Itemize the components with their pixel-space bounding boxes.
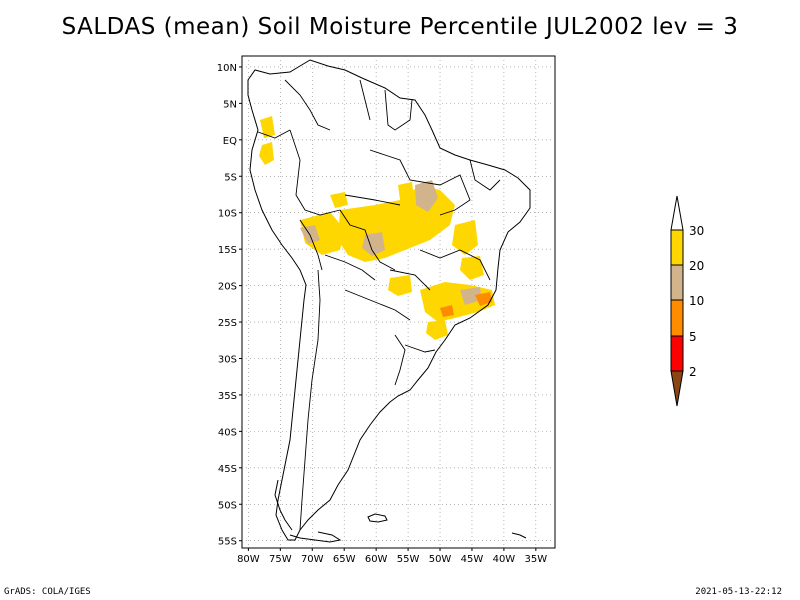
lat-label-EQ: EQ: [223, 136, 237, 147]
lat-label-35S: 35S: [218, 391, 237, 402]
border-argentina-uruguay: [394, 334, 406, 386]
lon-label-70W: 70W: [301, 554, 324, 565]
lat-label-30S: 30S: [218, 354, 237, 365]
shading-colombia: [260, 116, 275, 138]
map-frame: [241, 55, 556, 549]
lon-label-65W: 65W: [333, 554, 356, 565]
longitude-labels: 80W 75W 70W 65W 60W 55W 50W 45W 40W 35W: [237, 554, 547, 565]
lat-label-20S: 20S: [218, 282, 237, 293]
shading-santa-catarina: [426, 320, 448, 340]
latitude-labels: 10N 5N EQ 5S 10S 15S 20S 25S 30S 35S 40S 45S 50S 55S: [217, 63, 237, 548]
lon-label-45W: 45W: [461, 554, 484, 565]
map-title: SALDAS (mean) Soil Moisture Percentile J…: [61, 14, 739, 40]
legend-swatch-below-2: [670, 370, 684, 407]
legend-swatch-above-30: [670, 195, 684, 231]
shading-ecuador: [259, 142, 274, 165]
border-colombia-venezuela: [284, 79, 331, 131]
lat-label-5S: 5S: [224, 172, 237, 183]
lat-label-50S: 50S: [218, 500, 237, 511]
border-brazil-states-2: [419, 249, 491, 281]
south-georgia: [511, 532, 527, 539]
chiloe-archipelago: [274, 479, 293, 531]
border-brazil-uruguay: [404, 344, 436, 353]
footer-credit: GrADS: COLA/IGES: [4, 587, 91, 597]
legend-label-10: 10: [689, 294, 704, 308]
lat-label-40S: 40S: [218, 427, 237, 438]
lat-label-10N: 10N: [217, 63, 237, 74]
lat-label-15S: 15S: [218, 245, 237, 256]
border-brazil-states-3: [389, 269, 431, 291]
legend-label-20: 20: [689, 259, 704, 273]
legend-label-2: 2: [689, 365, 697, 379]
lon-label-80W: 80W: [237, 554, 260, 565]
lon-label-35W: 35W: [525, 554, 548, 565]
lon-label-55W: 55W: [397, 554, 420, 565]
legend-swatch-20-30: [670, 229, 684, 266]
south-america-coastline: [247, 59, 531, 541]
lon-label-40W: 40W: [493, 554, 516, 565]
border-colombia-ecuador: [257, 129, 291, 139]
lat-label-10S: 10S: [218, 209, 237, 220]
lat-label-45S: 45S: [218, 464, 237, 475]
shading-tan-southeast: [460, 287, 482, 305]
legend-swatch-10-20: [670, 264, 684, 301]
border-guianas: [384, 89, 413, 131]
soil-moisture-shading: [259, 116, 495, 340]
shading-orange-sp: [440, 305, 454, 317]
shading-east-brazil: [452, 220, 478, 255]
border-peru-bolivia: [299, 219, 323, 271]
border-bolivia-paraguay: [324, 254, 376, 281]
border-brazil-states-4: [344, 194, 401, 206]
color-legend: 30 20 10 5 2: [670, 195, 704, 407]
border-venezuela-guyana: [359, 79, 371, 121]
legend-label-5: 5: [689, 330, 697, 344]
lon-label-75W: 75W: [269, 554, 292, 565]
shading-para-patch: [398, 182, 414, 200]
legend-swatch-5-10: [670, 299, 684, 337]
lon-label-50W: 50W: [429, 554, 452, 565]
lat-label-5N: 5N: [223, 99, 237, 110]
border-brazil-states-5: [469, 159, 501, 191]
border-chile-argentina: [299, 269, 321, 531]
shading-tan-tocantins: [415, 180, 438, 212]
border-peru-brazil: [289, 129, 341, 216]
tierra-del-fuego: [289, 531, 342, 543]
shading-parana: [388, 275, 412, 296]
falklands: [367, 513, 388, 523]
border-brazil-states: [369, 149, 471, 216]
country-borders: [257, 79, 501, 531]
shading-rondonia: [330, 192, 348, 208]
shading-mato-grosso: [300, 212, 345, 255]
lat-label-25S: 25S: [218, 318, 237, 329]
border-argentina-paraguay: [344, 289, 411, 321]
legend-swatch-2-5: [670, 335, 684, 372]
shading-orange-rio: [475, 292, 492, 306]
legend-label-30: 30: [689, 224, 704, 238]
lat-label-55S: 55S: [218, 537, 237, 548]
shading-mg-patch: [460, 256, 484, 280]
footer-timestamp: 2021-05-13-22:12: [695, 587, 782, 597]
lon-label-60W: 60W: [365, 554, 388, 565]
border-brazil-bolivia: [339, 209, 396, 271]
